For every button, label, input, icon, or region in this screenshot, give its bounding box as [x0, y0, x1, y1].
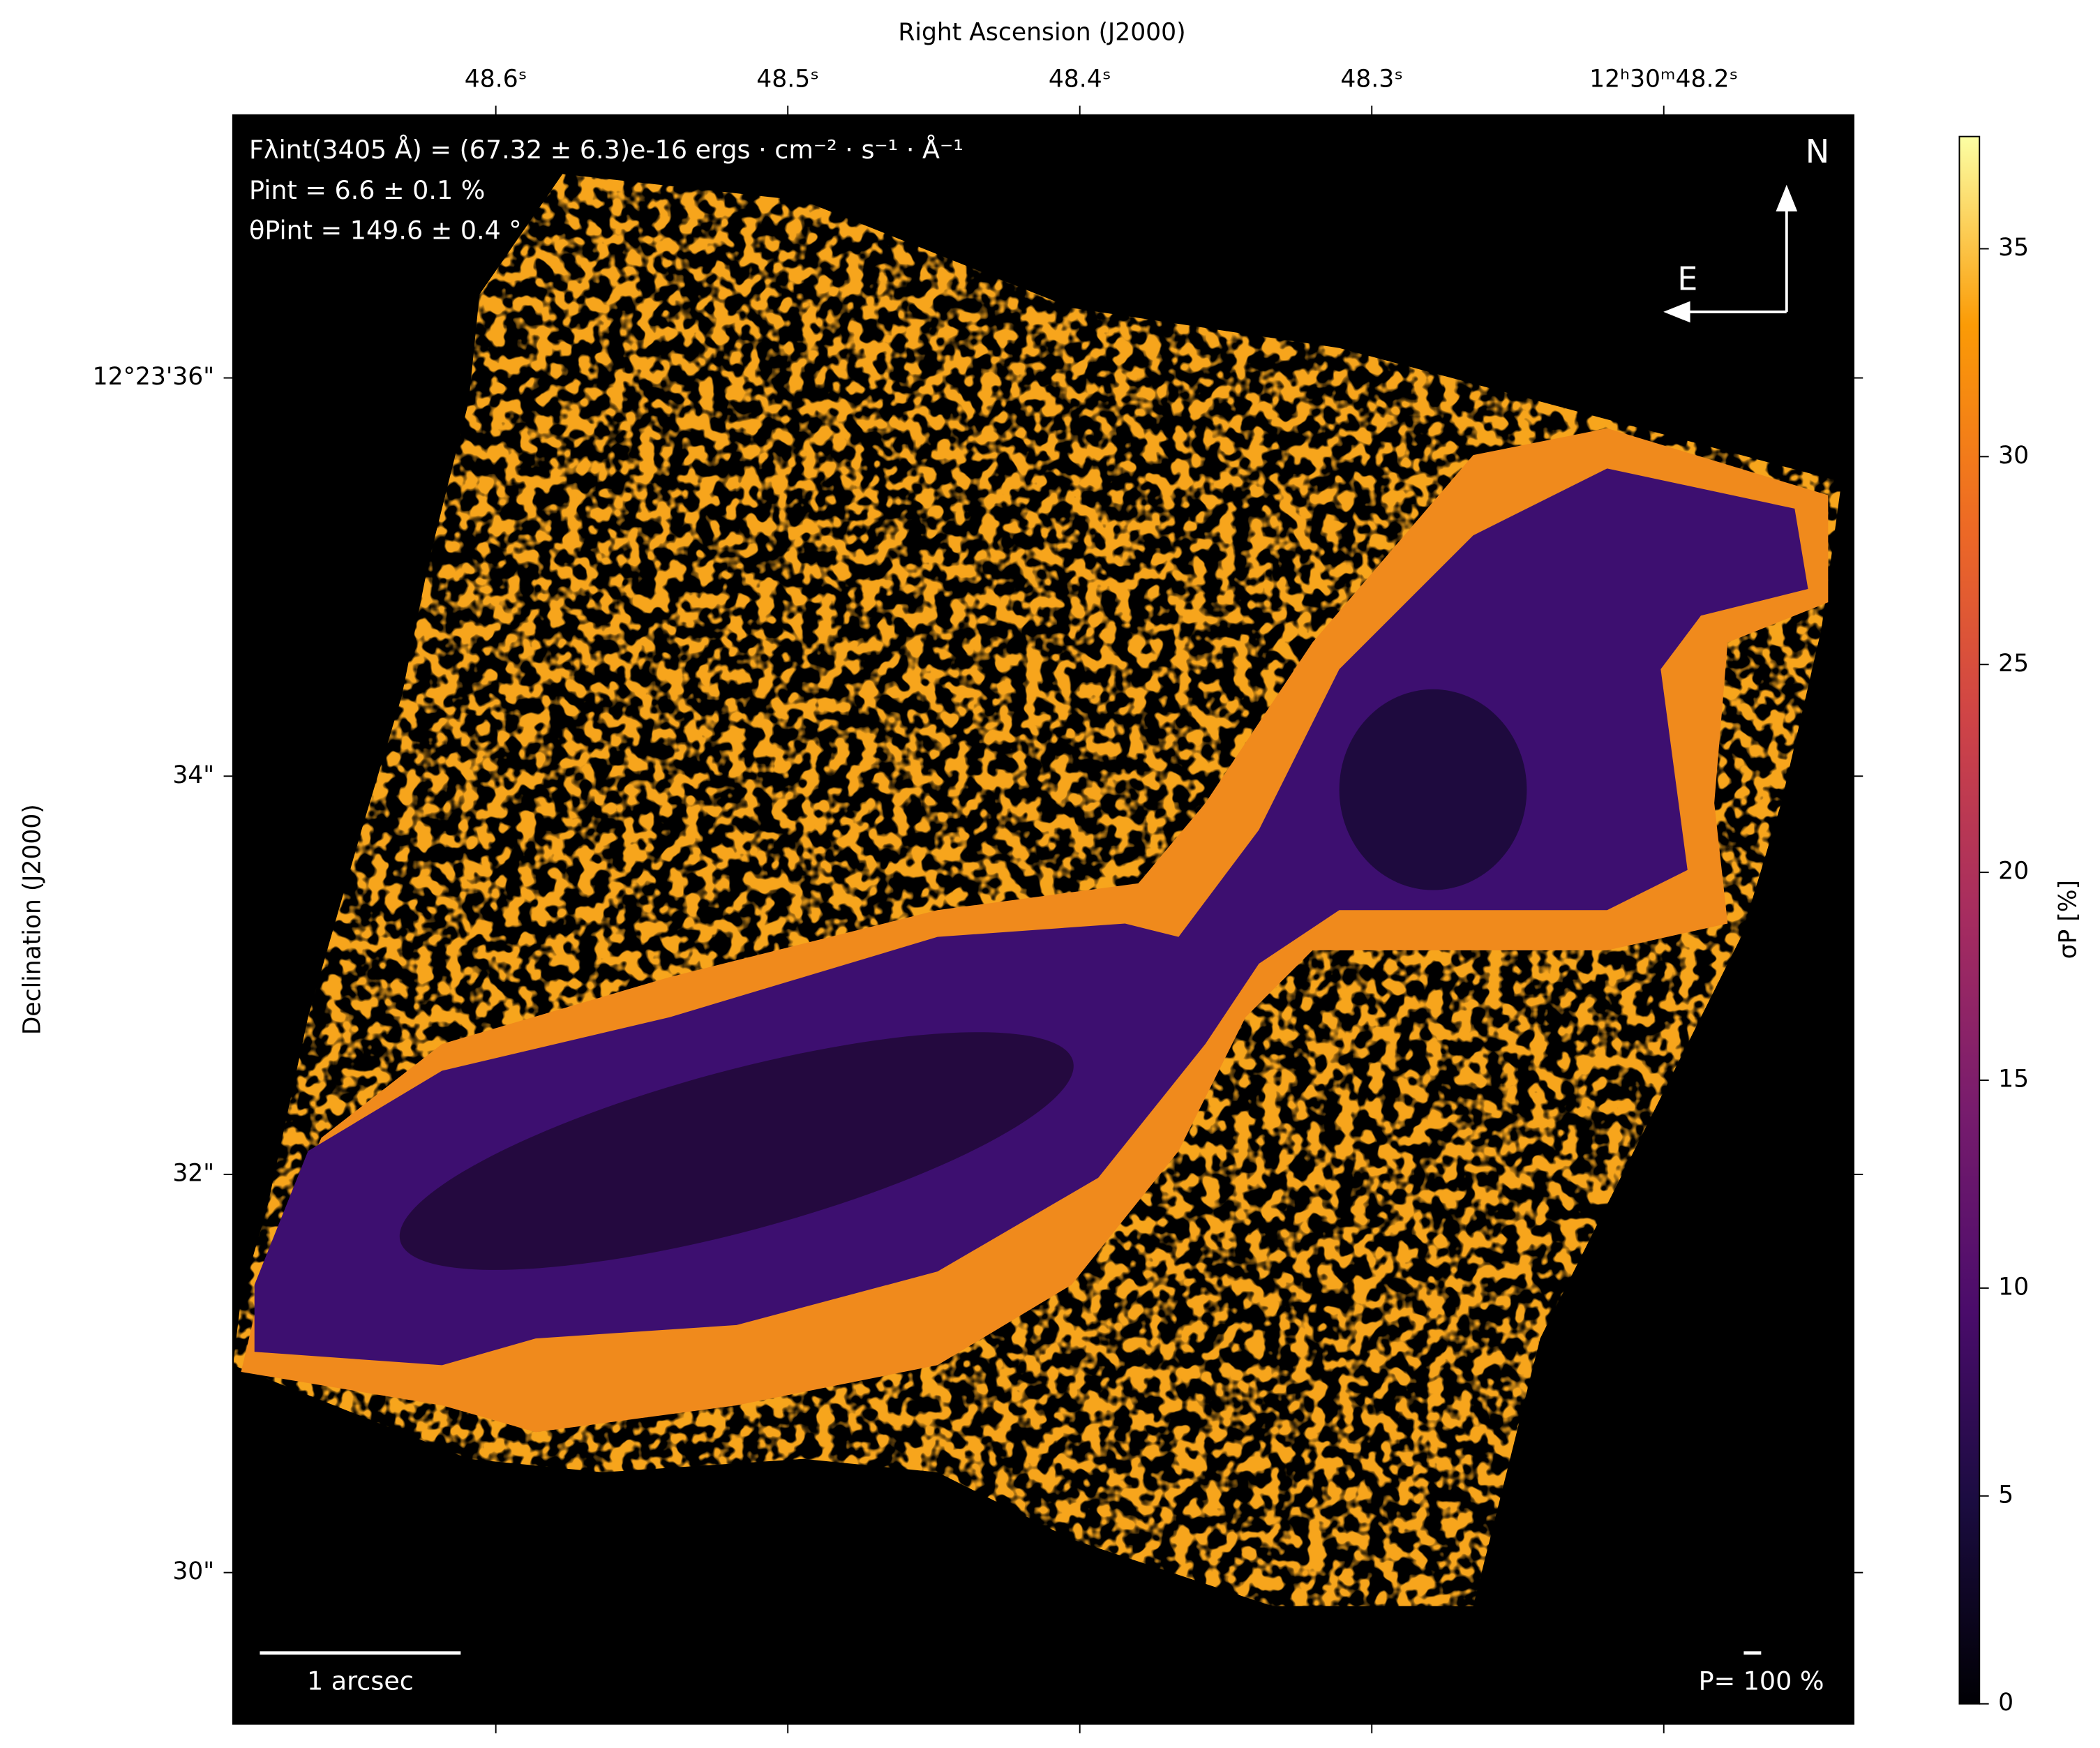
x-tick-label: 48.4ˢ — [1049, 66, 1111, 94]
x-tick-label: 48.6ˢ — [465, 66, 527, 94]
annotation: Fλint(3405 Å) = (67.32 ± 6.3)e-16 ergs ·… — [249, 134, 963, 165]
y-axis-label: Declination (J2000) — [18, 804, 46, 1035]
sigma-map — [233, 174, 1842, 1606]
x-tick-label: 12ʰ30ᵐ48.2ˢ — [1589, 66, 1738, 94]
compass-arrowhead — [1663, 301, 1690, 323]
y-tick-label: 34" — [172, 761, 214, 789]
axes-frame — [232, 114, 1854, 1725]
colorbar-tick-label: 35 — [1998, 234, 2029, 262]
core-inner — [1339, 689, 1527, 890]
colorbar — [1958, 135, 1981, 1705]
colorbar-tick-label: 10 — [1998, 1273, 2029, 1301]
colorbar-tick-label: 25 — [1998, 650, 2029, 678]
compass-arrowhead — [1776, 184, 1798, 212]
colorbar-label: σP [%] — [2054, 880, 2082, 959]
core-inner — [399, 1032, 1074, 1270]
y-tick-label: 32" — [172, 1159, 214, 1187]
x-tick-label: 48.3ˢ — [1340, 66, 1403, 94]
colorbar-tick-label: 15 — [1998, 1066, 2029, 1093]
scale-bar-label: 1 arcsec — [307, 1666, 414, 1696]
colorbar-tick-label: 20 — [1998, 858, 2029, 886]
compass-east: E — [1677, 260, 1697, 297]
compass-north: N — [1806, 133, 1829, 170]
x-tick-label: 48.5ˢ — [756, 66, 819, 94]
vector-scale-label: P= 100 % — [1699, 1666, 1824, 1696]
annotation: Pint = 6.6 ± 0.1 % — [249, 175, 485, 205]
y-tick-label: 12°23'36" — [93, 363, 214, 391]
colorbar-tick-label: 5 — [1998, 1481, 2013, 1509]
colorbar-tick-label: 0 — [1998, 1689, 2013, 1717]
colorbar-tick-label: 30 — [1998, 442, 2029, 470]
annotation: θPint = 149.6 ± 0.4 ° — [249, 215, 522, 245]
x-axis-label: Right Ascension (J2000) — [898, 18, 1185, 46]
y-tick-label: 30" — [172, 1557, 214, 1585]
